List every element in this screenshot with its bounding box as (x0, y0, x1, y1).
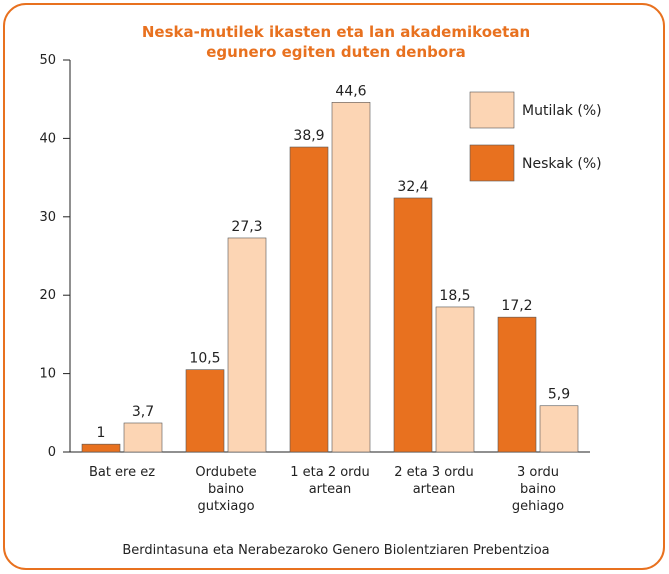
y-tick-label: 10 (39, 367, 56, 382)
value-label: 38,9 (293, 128, 324, 144)
legend-swatch (469, 91, 515, 129)
value-label: 3,7 (132, 404, 154, 420)
bar (289, 146, 329, 453)
value-label: 10,5 (189, 351, 220, 367)
value-label: 5,9 (548, 387, 570, 403)
chart-title: Neska-mutilek ikasten eta lan akademikoe… (142, 23, 530, 61)
y-tick-label: 0 (48, 445, 56, 460)
y-tick-label: 20 (39, 288, 56, 303)
bar (435, 306, 475, 453)
x-tick-label: 1 eta 2 ordu artean (290, 465, 370, 497)
value-label: 1 (97, 425, 106, 441)
y-tick-label: 40 (39, 131, 56, 146)
bar (393, 197, 433, 453)
y-tick-label: 30 (39, 210, 56, 225)
bar (539, 405, 579, 453)
x-tick-label: Ordubete baino gutxiago (195, 465, 256, 514)
x-tick-label: 2 eta 3 ordu artean (394, 465, 474, 497)
bar (123, 422, 163, 453)
value-label: 32,4 (397, 179, 428, 195)
bar (331, 102, 371, 453)
y-tick-label: 50 (39, 53, 56, 68)
value-label: 18,5 (439, 288, 470, 304)
value-label: 27,3 (231, 219, 262, 235)
bar (497, 316, 537, 453)
bar (185, 369, 225, 453)
legend-label: Mutilak (%) (522, 103, 602, 119)
x-tick-label: Bat ere ez (89, 465, 155, 480)
legend-swatch (469, 144, 515, 182)
bar (81, 443, 121, 453)
value-label: 44,6 (335, 83, 366, 99)
x-tick-label: 3 ordu baino gehiago (512, 465, 564, 514)
legend-label: Neskak (%) (522, 156, 602, 172)
bar (227, 237, 267, 453)
source: Berdintasuna eta Nerabezaroko Genero Bio… (122, 543, 549, 558)
value-label: 17,2 (501, 298, 532, 314)
